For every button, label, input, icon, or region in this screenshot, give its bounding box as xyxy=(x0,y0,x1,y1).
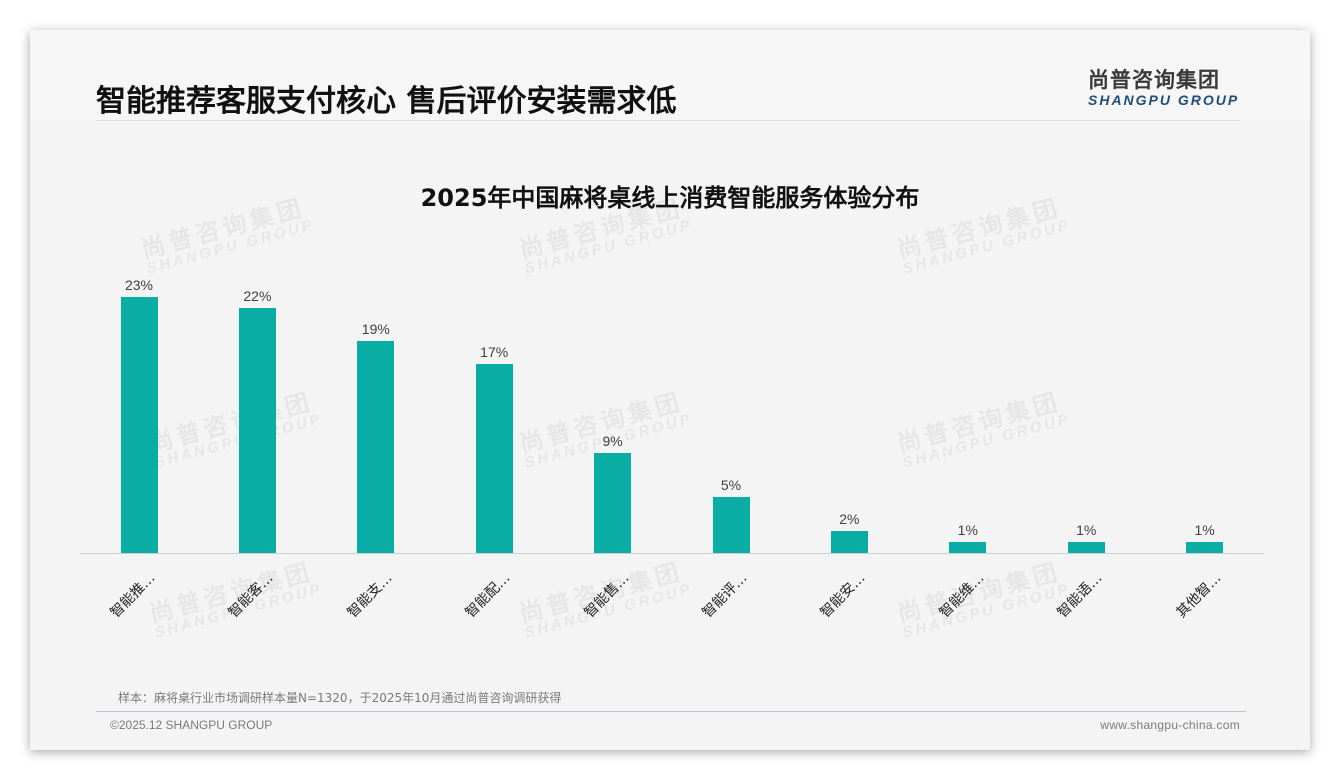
bar xyxy=(830,530,868,553)
header-band xyxy=(30,30,1310,120)
bar-value-label: 1% xyxy=(1194,521,1215,538)
watermark-text-en: SHANGPU GROUP xyxy=(900,580,1073,642)
x-axis-category-label: 智能配… xyxy=(462,570,514,622)
x-axis-category-label: 智能支… xyxy=(344,570,396,622)
title-divider xyxy=(96,120,1240,121)
x-axis-category-label: 智能售… xyxy=(581,570,633,622)
x-axis-category-label: 智能评… xyxy=(699,570,751,622)
x-axis-category-label: 智能推… xyxy=(107,570,159,622)
bar xyxy=(238,308,276,553)
copyright: ©2025.12 SHANGPU GROUP xyxy=(110,718,273,732)
page-title: 智能推荐客服支付核心 售后评价安装需求低 xyxy=(96,84,677,119)
x-axis-category-label: 智能语… xyxy=(1054,570,1106,622)
bar xyxy=(1186,541,1224,553)
bar xyxy=(712,497,750,553)
bar-value-label: 19% xyxy=(361,321,390,338)
x-axis-category-label: 智能客… xyxy=(225,570,277,622)
bar-value-label: 22% xyxy=(243,288,272,305)
x-axis-category-label: 智能安… xyxy=(817,570,869,622)
bar-chart-plot: 23% 22% 19% 17% 9% 5% 2% 1% 1% 1% xyxy=(80,220,1264,554)
chart-title: 2025年中国麻将桌线上消费智能服务体验分布 xyxy=(420,184,920,212)
bar xyxy=(1067,541,1105,553)
bar-value-label: 17% xyxy=(480,343,509,360)
x-axis-category-label: 智能维… xyxy=(936,570,988,622)
bar-value-label: 5% xyxy=(720,477,742,494)
x-axis-category-label: 其他智… xyxy=(1173,570,1225,622)
logo-text-en: SHANGPU GROUP xyxy=(1088,92,1240,108)
footer-divider xyxy=(96,711,1246,712)
bar-value-label: 23% xyxy=(124,276,154,293)
logo-text-cn: 尚普咨询集团 xyxy=(1088,68,1220,92)
bar-value-label: 9% xyxy=(602,432,623,449)
watermark-text-cn: 尚普咨询集团 xyxy=(894,557,1064,629)
slide: 智能推荐客服支付核心 售后评价安装需求低 尚普咨询集团 SHANGPU GROU… xyxy=(30,30,1310,750)
bar xyxy=(475,363,513,553)
bar xyxy=(357,341,395,553)
sample-footnote: 样本：麻将桌行业市场调研样本量N=1320，于2025年10月通过尚普咨询调研获… xyxy=(118,691,562,705)
logo: 尚普咨询集团 SHANGPU GROUP xyxy=(1088,64,1239,108)
bar xyxy=(949,541,987,553)
bar xyxy=(120,296,158,553)
bar-value-label: 2% xyxy=(839,510,860,527)
website-link[interactable]: www.shangpu-china.com xyxy=(1100,718,1240,732)
x-axis-baseline xyxy=(80,553,1264,554)
bar-value-label: 1% xyxy=(1076,521,1097,538)
watermark: 尚普咨询集团 SHANGPU GROUP xyxy=(893,550,1073,642)
bar xyxy=(594,452,632,553)
bar-value-label: 1% xyxy=(957,521,978,538)
